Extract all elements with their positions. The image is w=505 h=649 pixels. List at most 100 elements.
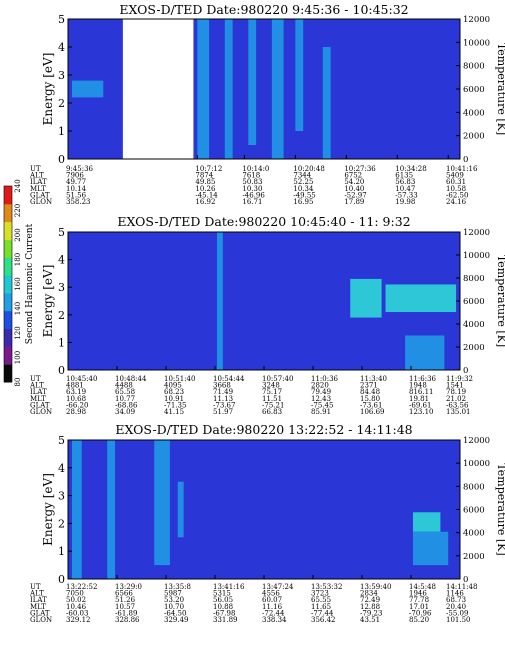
ephemeris-value: 79.49 <box>311 388 331 396</box>
ephemeris-value: 11:6:36 <box>409 375 437 383</box>
y2tick-label: 6000 <box>463 85 485 95</box>
ephemeris-value: 13:29:0 <box>115 583 142 591</box>
colorbar-segment <box>4 310 12 330</box>
ephemeris-value: -72.44 <box>262 609 285 617</box>
ephemeris-value: 50.83 <box>242 178 262 186</box>
ephemeris-value: 51.56 <box>66 191 87 199</box>
ephemeris-value: 11:0:36 <box>311 375 339 383</box>
y2tick-label: 4000 <box>463 108 485 118</box>
ephemeris-value: 11:3:40 <box>360 375 387 383</box>
ephemeris-value: 66.83 <box>262 408 282 416</box>
ephemeris-row-label: UT <box>30 583 41 591</box>
ephemeris-value: 85.91 <box>311 408 331 416</box>
ytick-label: 1 <box>58 336 65 349</box>
intensity-region-1 <box>197 19 210 159</box>
ephemeris-value: 10.88 <box>213 603 233 611</box>
ephemeris-value: 3248 <box>262 382 280 390</box>
ephemeris-value: -73.61 <box>360 401 382 409</box>
ephemeris-value: 1946 <box>409 590 427 598</box>
ytick-label: 3 <box>58 69 65 82</box>
ephemeris-value: 16.71 <box>242 198 262 206</box>
ephemeris-value: -63.56 <box>446 401 469 409</box>
ephemeris-value: 6752 <box>344 172 362 180</box>
ephemeris-value: 24.16 <box>446 198 467 206</box>
colorbar-segment <box>4 203 12 223</box>
ephemeris-value: 56.83 <box>395 178 415 186</box>
ephemeris-value: 63.19 <box>66 388 86 396</box>
ephemeris-value: 5987 <box>164 590 182 598</box>
y2tick-label: 0 <box>463 575 468 585</box>
ephemeris-value: 816.11 <box>409 388 434 396</box>
ephemeris-value: -61.89 <box>115 609 137 617</box>
colorbar-tick-label: 80 <box>14 378 22 387</box>
ephemeris-value: 7906 <box>66 172 84 180</box>
ephemeris-value: 1948 <box>409 382 427 390</box>
intensity-region-7 <box>71 80 104 98</box>
ephemeris-row-label: ALT <box>29 172 44 180</box>
ephemeris-row-label: ALT <box>29 382 44 390</box>
ephemeris-value: 20.40 <box>446 603 466 611</box>
ephemeris-value: 2820 <box>311 382 329 390</box>
ephemeris-row-label: ILAT <box>30 596 47 604</box>
ephemeris-value: 10:41:16 <box>446 165 478 173</box>
ephemeris-value: 13:53:32 <box>311 583 342 591</box>
ephemeris-value: 10.40 <box>344 185 364 193</box>
intensity-region-2 <box>107 440 116 579</box>
ephemeris-value: 72.49 <box>360 596 380 604</box>
y2tick-label: 2000 <box>463 552 485 562</box>
ytick-label: 5 <box>58 434 65 447</box>
ephemeris-row-label: GLON <box>30 198 52 206</box>
ephemeris-value: 10:7:12 <box>195 165 222 173</box>
ephemeris-value: -70.96 <box>409 609 432 617</box>
ephemeris-value: 16.92 <box>195 198 215 206</box>
ephemeris-value: 84.48 <box>360 388 380 396</box>
ephemeris-value: 11.16 <box>262 603 283 611</box>
ephemeris-value: 10:14:0 <box>242 165 269 173</box>
ephemeris-value: 329.49 <box>164 616 189 624</box>
colorbar-segment <box>4 292 12 312</box>
ephemeris-value: -66.20 <box>66 401 88 409</box>
ephemeris-value: 4556 <box>262 590 280 598</box>
ephemeris-value: 10.34 <box>293 185 314 193</box>
colorbar-segment <box>4 257 12 276</box>
ephemeris-value: -67.98 <box>213 609 235 617</box>
ephemeris-value: 7618 <box>242 172 260 180</box>
ephemeris-value: 17.89 <box>344 198 364 206</box>
y2tick-label: 12000 <box>463 15 490 25</box>
ephemeris-value: 356.42 <box>311 616 336 624</box>
ephemeris-value: 331.89 <box>213 616 238 624</box>
ephemeris-value: 4095 <box>164 382 182 390</box>
ephemeris-value: 19.81 <box>409 395 429 403</box>
ephemeris-value: 2834 <box>360 590 378 598</box>
ephemeris-value: -75.45 <box>311 401 333 409</box>
intensity-region-5 <box>412 512 441 532</box>
intensity-region-1 <box>71 440 82 579</box>
ephemeris-value: 13:59:40 <box>360 583 391 591</box>
ephemeris-value: -52.97 <box>344 191 366 199</box>
ytick-label: 5 <box>58 13 65 26</box>
ephemeris-value: 5315 <box>213 590 231 598</box>
ephemeris-value: 10:20:48 <box>293 165 324 173</box>
ephemeris-value: 78.19 <box>446 388 466 396</box>
intensity-region-3 <box>385 284 457 313</box>
ephemeris-value: -69.61 <box>409 401 431 409</box>
ytick-label: 4 <box>58 462 65 475</box>
ephemeris-value: 16.95 <box>293 198 313 206</box>
ephemeris-value: 43.51 <box>360 616 380 624</box>
y2tick-label: 6000 <box>463 506 485 516</box>
ephemeris-row-label: MLT <box>30 185 46 193</box>
ephemeris-value: 10:34:28 <box>395 165 426 173</box>
ephemeris-value: 7874 <box>195 172 213 180</box>
y2tick-label: 4000 <box>463 320 485 330</box>
ephemeris-value: 28.98 <box>66 408 86 416</box>
colorbar-tick-label: 180 <box>14 253 22 266</box>
ephemeris-value: 53.20 <box>164 596 184 604</box>
ephemeris-value: 7344 <box>293 172 311 180</box>
ytick-label: 3 <box>58 490 65 503</box>
ephemeris-value: 11.13 <box>213 395 233 403</box>
ytick-label: 2 <box>58 97 65 110</box>
ephemeris-value: 10:27:36 <box>344 165 376 173</box>
ephemeris-value: 71.49 <box>213 388 233 396</box>
ephemeris-row-label: GLON <box>30 616 52 624</box>
ephemeris-value: 15.80 <box>360 395 380 403</box>
